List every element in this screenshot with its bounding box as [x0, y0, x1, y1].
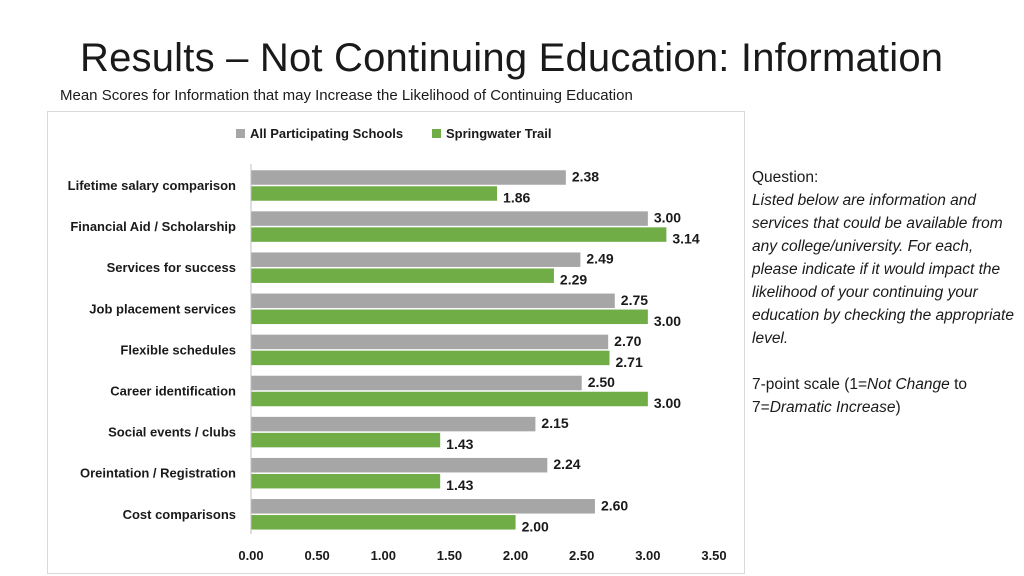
bar-springwater	[251, 432, 441, 448]
value-label-springwater: 2.00	[522, 518, 549, 534]
bar-springwater	[251, 227, 667, 242]
value-label-all-schools: 2.70	[614, 333, 641, 349]
scale-high: Dramatic Increase	[769, 399, 896, 416]
bar-springwater	[251, 515, 516, 530]
x-tick-label: 1.00	[371, 548, 396, 563]
scale-low: Not Change	[867, 376, 950, 393]
category-label: Job placement services	[89, 301, 236, 316]
legend-label-2: Springwater Trail	[446, 126, 551, 141]
value-label-all-schools: 2.60	[601, 497, 628, 513]
bar-springwater	[251, 186, 498, 201]
legend-swatch-2	[432, 129, 441, 138]
chart-frame	[47, 111, 745, 574]
value-label-all-schools: 2.38	[572, 169, 599, 185]
value-label-springwater: 1.43	[446, 436, 473, 452]
bar-all-schools	[251, 293, 615, 309]
bar-all-schools	[251, 252, 581, 267]
x-tick-label: 3.50	[701, 548, 726, 563]
question-panel: Question: Listed below are information a…	[752, 166, 1017, 419]
value-label-springwater: 1.43	[446, 477, 473, 493]
question-text: Listed below are information and service…	[752, 192, 1014, 347]
bar-all-schools	[251, 211, 648, 226]
bar-all-schools	[251, 499, 595, 514]
bar-all-schools	[251, 457, 548, 473]
x-tick-label: 1.50	[437, 548, 462, 563]
value-label-springwater: 3.14	[672, 231, 699, 247]
value-label-all-schools: 2.15	[541, 415, 568, 431]
value-label-springwater: 2.29	[560, 272, 587, 288]
scale-suffix: )	[895, 399, 901, 416]
bar-springwater	[251, 473, 441, 489]
bar-all-schools	[251, 416, 536, 432]
category-label: Cost comparisons	[123, 507, 236, 522]
value-label-springwater: 3.00	[654, 395, 681, 411]
bar-all-schools	[251, 334, 609, 350]
category-label: Oreintation / Registration	[80, 466, 236, 481]
value-label-springwater: 2.71	[615, 354, 642, 370]
value-label-springwater: 1.86	[503, 190, 530, 206]
scale-prefix: 7-point scale (1=	[752, 376, 868, 393]
category-label: Financial Aid / Scholarship	[70, 219, 236, 234]
value-label-all-schools: 2.75	[621, 292, 648, 308]
x-tick-label: 2.00	[503, 548, 528, 563]
question-label: Question:	[752, 169, 819, 186]
bar-all-schools	[251, 170, 566, 185]
value-label-all-schools: 2.49	[586, 251, 613, 267]
x-tick-label: 0.50	[304, 548, 329, 563]
category-label: Flexible schedules	[120, 342, 236, 357]
bar-springwater	[251, 268, 554, 283]
scale-mid: to 7=	[752, 376, 967, 416]
legend-swatch-1	[236, 129, 245, 138]
slide-title: Results – Not Continuing Education: Info…	[80, 36, 944, 80]
scale-description: 7-point scale (1=Not Change to 7=Dramati…	[752, 373, 1017, 419]
bar-springwater	[251, 391, 648, 407]
category-label: Services for success	[107, 260, 236, 275]
slide-subtitle: Mean Scores for Information that may Inc…	[60, 87, 633, 104]
x-tick-label: 3.00	[635, 548, 660, 563]
value-label-all-schools: 2.50	[588, 374, 615, 390]
x-tick-label: 0.00	[238, 548, 263, 563]
legend-label-1: All Participating Schools	[250, 126, 403, 141]
category-label: Social events / clubs	[108, 425, 236, 440]
category-label: Career identification	[110, 384, 236, 399]
x-tick-label: 2.50	[569, 548, 594, 563]
value-label-all-schools: 3.00	[654, 210, 681, 226]
value-label-springwater: 3.00	[654, 313, 681, 329]
bar-springwater	[251, 350, 610, 366]
category-label: Lifetime salary comparison	[68, 178, 236, 193]
bar-all-schools	[251, 375, 582, 391]
value-label-all-schools: 2.24	[553, 456, 580, 472]
bar-springwater	[251, 309, 648, 325]
